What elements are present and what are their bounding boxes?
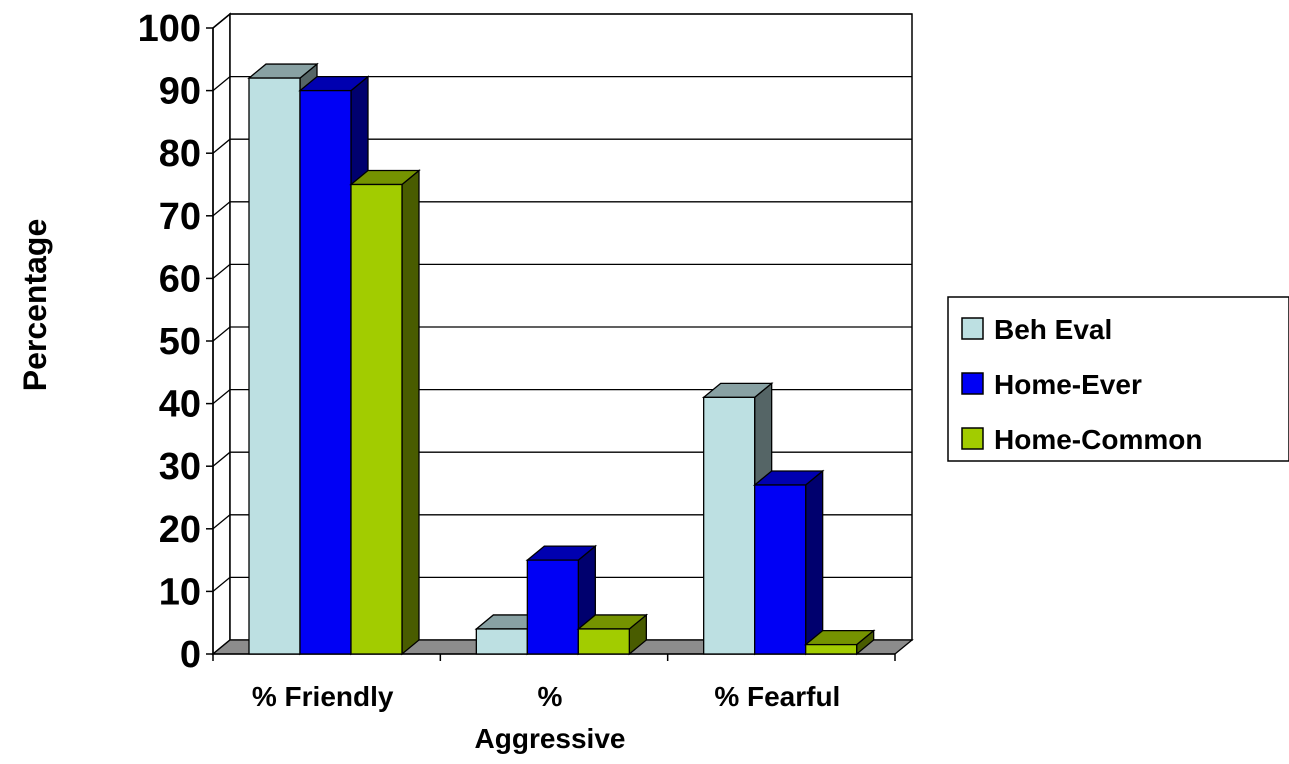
gridline <box>212 13 912 29</box>
gridline <box>212 326 912 342</box>
y-tick-label: 0 <box>180 634 201 676</box>
bar <box>752 469 825 656</box>
bar-front <box>526 559 579 655</box>
bar <box>349 169 421 656</box>
y-tick-label: 60 <box>159 258 201 300</box>
bar-front <box>475 628 528 655</box>
gridline <box>212 388 912 405</box>
legend-swatch <box>961 372 984 395</box>
bar-front <box>248 77 301 655</box>
bar-side <box>401 169 420 656</box>
legend: Beh Eval Home-Ever Home-Common <box>947 296 1289 462</box>
legend-swatch <box>961 427 984 450</box>
bar <box>576 613 649 656</box>
bar-front <box>805 643 858 655</box>
bar-front <box>577 628 630 655</box>
y-tick-labels: 0 10 20 30 40 50 60 70 80 90 100 <box>138 8 201 676</box>
x-tick-label: % Fearful <box>714 681 840 712</box>
legend-label: Home-Ever <box>994 369 1142 400</box>
gridlines <box>212 13 912 592</box>
y-tick-label: 80 <box>159 133 201 175</box>
x-tick-label: % Friendly <box>252 681 394 712</box>
y-tick-label: 10 <box>159 571 201 613</box>
y-tick-label: 100 <box>138 8 201 50</box>
y-tick-label: 20 <box>159 509 201 551</box>
x-tick-labels: % Friendly % Aggressive % Fearful <box>252 681 840 754</box>
bar-front <box>350 183 403 655</box>
bar-front <box>299 89 352 655</box>
legend-swatch <box>961 317 984 340</box>
bar-front <box>703 396 756 655</box>
bars <box>247 62 876 656</box>
bar <box>803 629 876 656</box>
y-axis-label: Percentage <box>17 219 53 392</box>
bar-side <box>805 469 824 656</box>
gridline <box>212 75 912 92</box>
legend-box <box>947 296 1289 462</box>
gridline <box>212 451 912 467</box>
legend-label: Beh Eval <box>994 314 1112 345</box>
x-tick-label: % Aggressive <box>475 681 626 754</box>
y-tick-label: 90 <box>159 71 201 113</box>
gridline <box>212 263 912 279</box>
gridline <box>212 514 912 530</box>
y-tick-label: 40 <box>159 384 201 426</box>
bar <box>525 544 598 656</box>
legend-label: Home-Common <box>994 424 1202 455</box>
y-tick-label: 70 <box>159 196 201 238</box>
gridline <box>212 201 912 217</box>
bar-front <box>754 484 807 655</box>
y-tick-label: 50 <box>159 321 201 363</box>
gridline <box>212 138 912 154</box>
y-tick-label: 30 <box>159 446 201 488</box>
gridline <box>212 576 912 592</box>
